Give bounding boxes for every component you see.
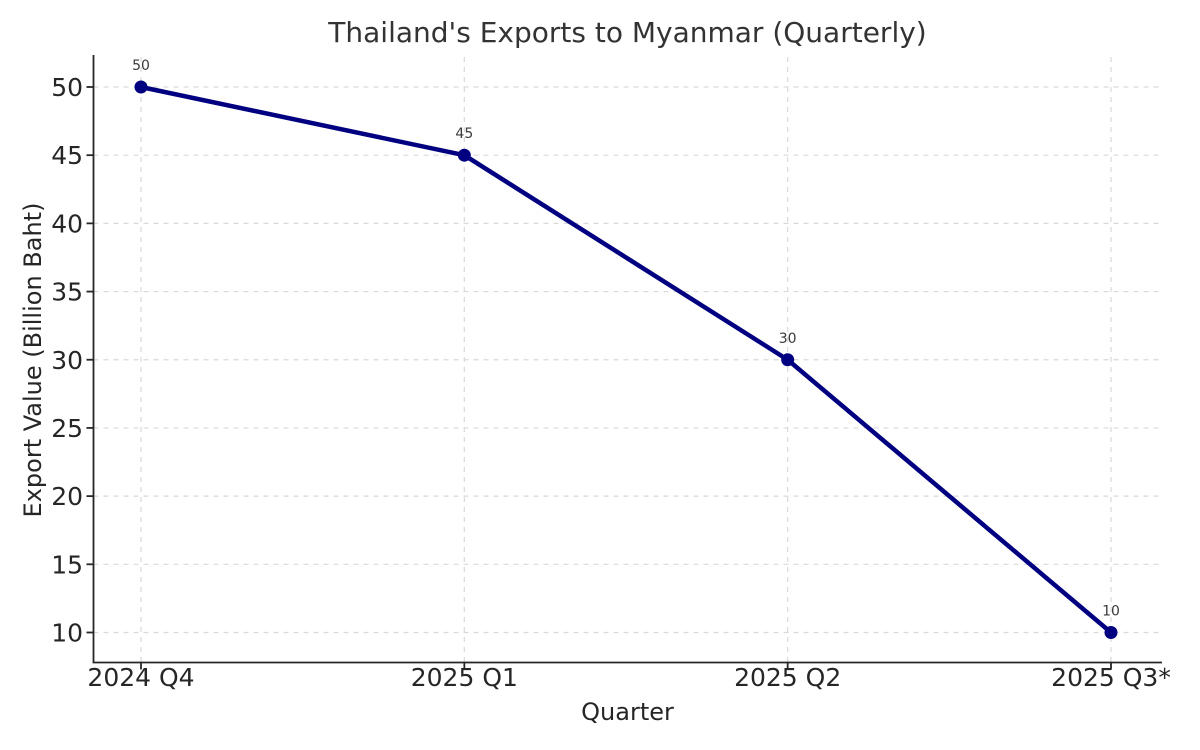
data-point-marker (134, 80, 148, 94)
data-point-label: 30 (779, 331, 797, 347)
chart-title: Thailand's Exports to Myanmar (Quarterly… (328, 16, 927, 49)
y-tick-label: 50 (51, 73, 83, 102)
y-tick-label: 30 (51, 346, 83, 375)
y-tick-label: 15 (51, 550, 83, 579)
x-tick-label: 2025 Q3* (1051, 663, 1171, 692)
data-point-label: 10 (1102, 603, 1120, 619)
y-tick-label: 20 (51, 482, 83, 511)
y-tick-label: 40 (51, 209, 83, 238)
x-axis-label: Quarter (581, 698, 674, 726)
y-tick-label: 10 (51, 618, 83, 647)
data-point-marker (781, 353, 795, 367)
y-tick-label: 45 (51, 141, 83, 170)
y-tick-label: 25 (51, 414, 83, 443)
data-point-label: 45 (455, 126, 473, 142)
data-point-label: 50 (132, 58, 150, 74)
x-tick-label: 2024 Q4 (87, 663, 194, 692)
data-line (138, 84, 1114, 635)
data-point-marker (1104, 625, 1118, 639)
x-tick-label: 2025 Q1 (411, 663, 518, 692)
data-point-marker (457, 148, 471, 162)
y-tick-label: 35 (51, 278, 83, 307)
x-tick-label: 2025 Q2 (734, 663, 841, 692)
